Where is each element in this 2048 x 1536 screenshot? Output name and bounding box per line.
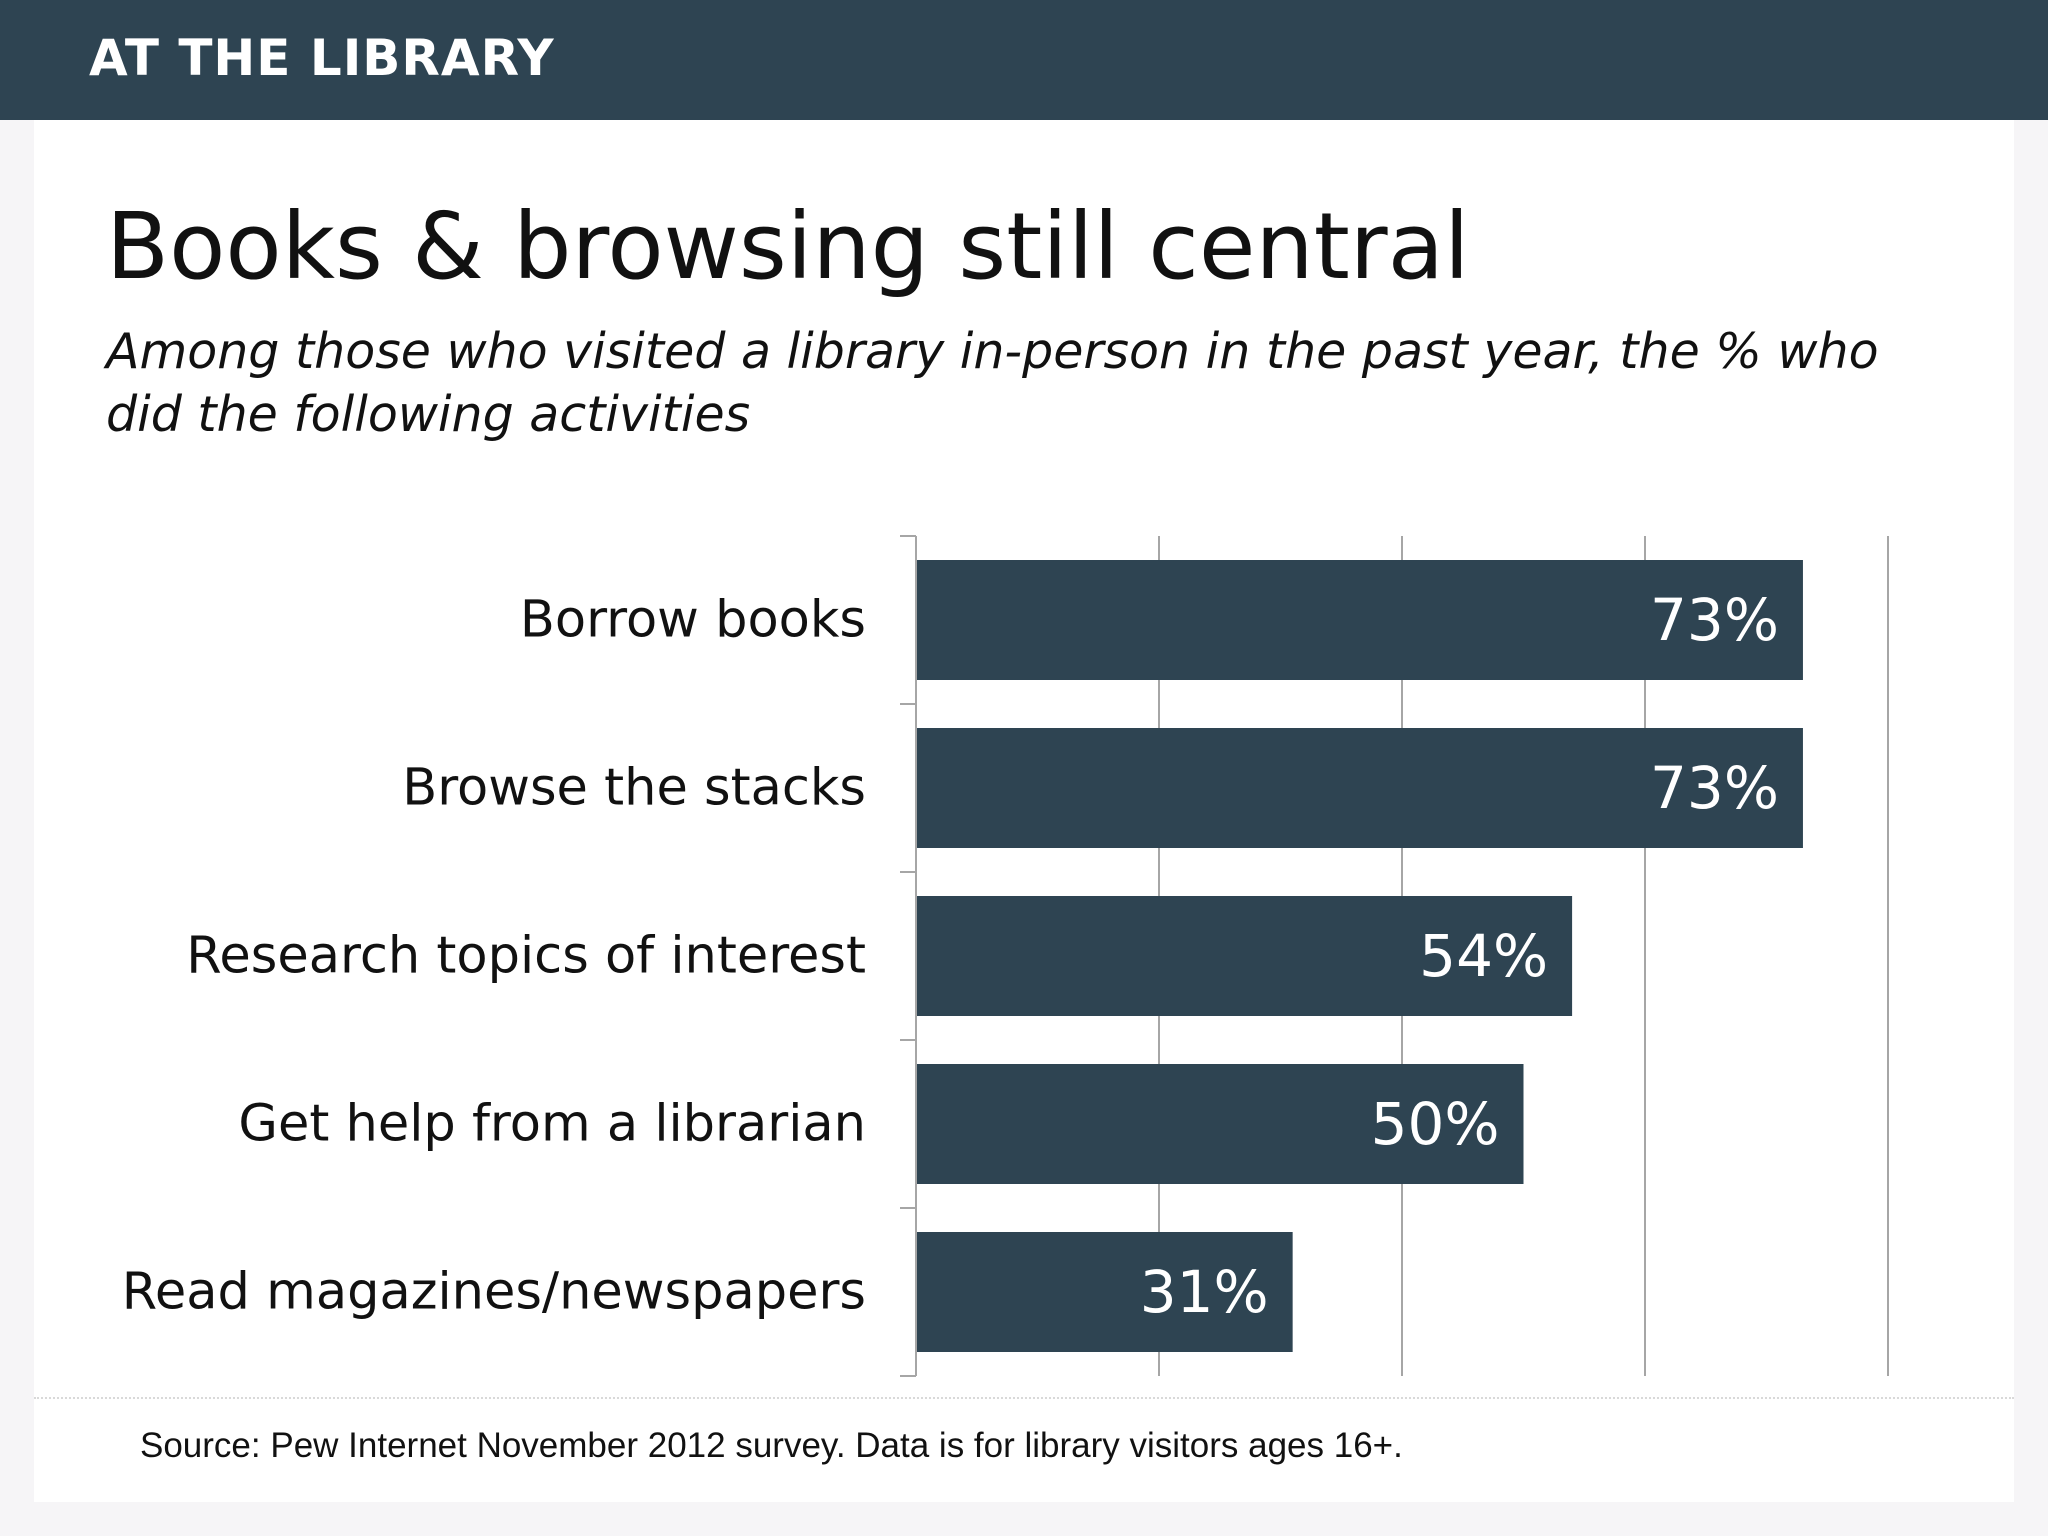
bar xyxy=(916,560,1803,680)
bar xyxy=(916,728,1803,848)
category-label: Browse the stacks xyxy=(402,759,866,818)
bar-chart: Borrow books Browse the stacks Research to… xyxy=(122,535,1889,1377)
footer-divider xyxy=(34,1397,2014,1399)
bars xyxy=(916,560,1803,1352)
category-label: Research topics of interest xyxy=(186,927,866,986)
chart-title: Books & browsing still central xyxy=(106,193,1470,300)
header-bar xyxy=(0,0,2048,120)
bar xyxy=(916,1064,1524,1184)
value-label: 54% xyxy=(1419,922,1548,990)
chart-subtitle: Among those who visited a library in-per… xyxy=(106,323,1879,443)
source-note: Source: Pew Internet November 2012 surve… xyxy=(140,1426,1403,1465)
category-label: Get help from a librarian xyxy=(238,1095,866,1154)
section-label: AT THE LIBRARY xyxy=(89,29,555,87)
category-labels: Borrow books Browse the stacks Research to… xyxy=(122,591,866,1322)
category-label: Borrow books xyxy=(520,591,866,650)
category-label: Read magazines/newspapers xyxy=(122,1263,866,1322)
value-label: 73% xyxy=(1650,754,1779,822)
bar xyxy=(916,1232,1293,1352)
category-axis xyxy=(900,535,917,1377)
value-label: 31% xyxy=(1140,1258,1269,1326)
value-label: 50% xyxy=(1371,1090,1500,1158)
value-labels: 73% 73% 54% 50% 31% xyxy=(1140,586,1779,1326)
bar xyxy=(916,896,1573,1016)
value-label: 73% xyxy=(1650,586,1779,654)
